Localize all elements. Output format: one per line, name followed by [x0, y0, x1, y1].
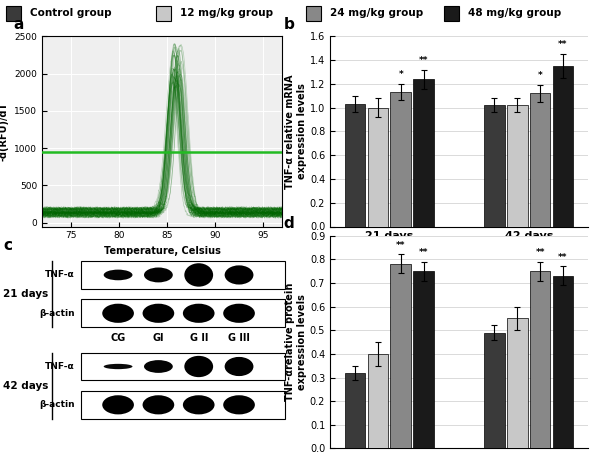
Text: *: * [398, 70, 403, 79]
Bar [391, 264, 411, 448]
Text: CG: CG [110, 333, 126, 343]
Text: 12 mg/kg group: 12 mg/kg group [180, 8, 273, 18]
Bar [80, 352, 285, 381]
Bar [80, 299, 285, 327]
Y-axis label: TNF-αrelative protein
expression levels: TNF-αrelative protein expression levels [286, 283, 307, 401]
Ellipse shape [102, 304, 134, 323]
Bar [553, 66, 574, 226]
Ellipse shape [143, 304, 174, 323]
Ellipse shape [144, 267, 173, 282]
Bar [368, 107, 388, 226]
Bar [368, 354, 388, 448]
Ellipse shape [104, 364, 133, 369]
Ellipse shape [183, 395, 215, 414]
Text: 24 mg/kg group: 24 mg/kg group [330, 8, 423, 18]
Bar [553, 276, 574, 448]
Ellipse shape [104, 270, 133, 280]
Bar [530, 93, 550, 226]
Bar [80, 261, 285, 289]
Text: GI: GI [152, 333, 164, 343]
Ellipse shape [144, 360, 173, 373]
Text: G III: G III [228, 333, 250, 343]
Bar [391, 92, 411, 226]
Text: **: ** [419, 248, 428, 257]
Ellipse shape [223, 395, 255, 414]
Ellipse shape [143, 395, 174, 414]
Bar [444, 6, 459, 20]
Bar [530, 271, 550, 448]
Bar [344, 104, 365, 226]
Text: **: ** [535, 248, 545, 257]
Text: 21 days: 21 days [3, 289, 48, 299]
Ellipse shape [224, 357, 253, 376]
Text: **: ** [558, 253, 568, 261]
Bar [344, 373, 365, 448]
Text: Control group: Control group [30, 8, 112, 18]
Text: **: ** [396, 241, 406, 250]
Y-axis label: -d(RFU)/dT: -d(RFU)/dT [0, 102, 8, 161]
Bar [80, 391, 285, 419]
Ellipse shape [184, 356, 213, 377]
Ellipse shape [184, 263, 213, 287]
Bar [6, 6, 21, 20]
Text: c: c [3, 238, 12, 253]
Text: 48 mg/kg group: 48 mg/kg group [468, 8, 561, 18]
Bar [306, 6, 321, 20]
Text: **: ** [419, 56, 428, 65]
Bar [507, 318, 527, 448]
Text: 42 days: 42 days [3, 381, 48, 390]
Bar [413, 79, 434, 226]
Text: β-actin: β-actin [39, 309, 75, 318]
Bar [484, 105, 505, 226]
Y-axis label: TNF-α relative mRNA
expression levels: TNF-α relative mRNA expression levels [286, 74, 307, 188]
Text: β-actin: β-actin [39, 400, 75, 410]
Bar [156, 6, 171, 20]
X-axis label: Temperature, Celsius: Temperature, Celsius [104, 246, 220, 256]
Text: a: a [13, 17, 23, 33]
Text: b: b [284, 17, 295, 33]
Bar [484, 333, 505, 448]
Ellipse shape [223, 304, 255, 323]
Text: TNF-α: TNF-α [45, 362, 75, 371]
Text: TNF-α: TNF-α [45, 270, 75, 280]
Text: d: d [284, 216, 295, 231]
Text: *: * [538, 71, 542, 80]
Bar [507, 105, 527, 226]
Bar [413, 271, 434, 448]
Ellipse shape [102, 395, 134, 414]
Ellipse shape [183, 304, 215, 323]
Text: G II: G II [190, 333, 208, 343]
Text: **: ** [558, 40, 568, 49]
Ellipse shape [224, 265, 253, 284]
